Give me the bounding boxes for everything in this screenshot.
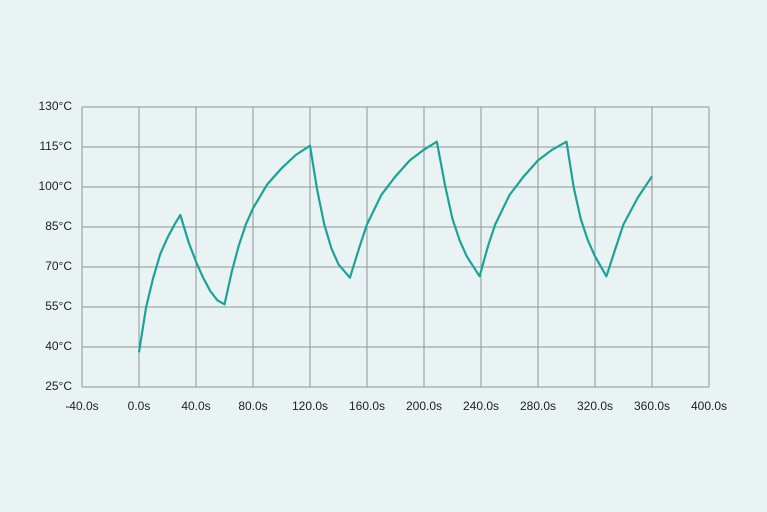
y-tick-label: 70°C	[45, 259, 72, 273]
x-tick-label: 320.0s	[577, 399, 613, 413]
x-tick-label: 400.0s	[691, 399, 727, 413]
x-tick-label: 80.0s	[238, 399, 267, 413]
x-tick-label: 120.0s	[292, 399, 328, 413]
line-series	[137, 140, 653, 353]
y-tick-label: 55°C	[45, 299, 72, 313]
x-tick-label: 40.0s	[181, 399, 210, 413]
y-tick-label: 25°C	[45, 379, 72, 393]
x-tick-label: 240.0s	[463, 399, 499, 413]
y-tick-label: 130°C	[39, 99, 73, 113]
y-tick-label: 100°C	[39, 179, 73, 193]
y-tick-label: 115°C	[39, 139, 72, 153]
x-tick-label: 0.0s	[128, 399, 151, 413]
x-tick-label: -40.0s	[65, 399, 98, 413]
y-tick-label: 85°C	[45, 219, 72, 233]
x-tick-label: 360.0s	[634, 399, 670, 413]
x-tick-label: 200.0s	[406, 399, 442, 413]
y-tick-label: 40°C	[45, 339, 72, 353]
x-tick-label: 280.0s	[520, 399, 556, 413]
x-tick-label: 160.0s	[349, 399, 385, 413]
